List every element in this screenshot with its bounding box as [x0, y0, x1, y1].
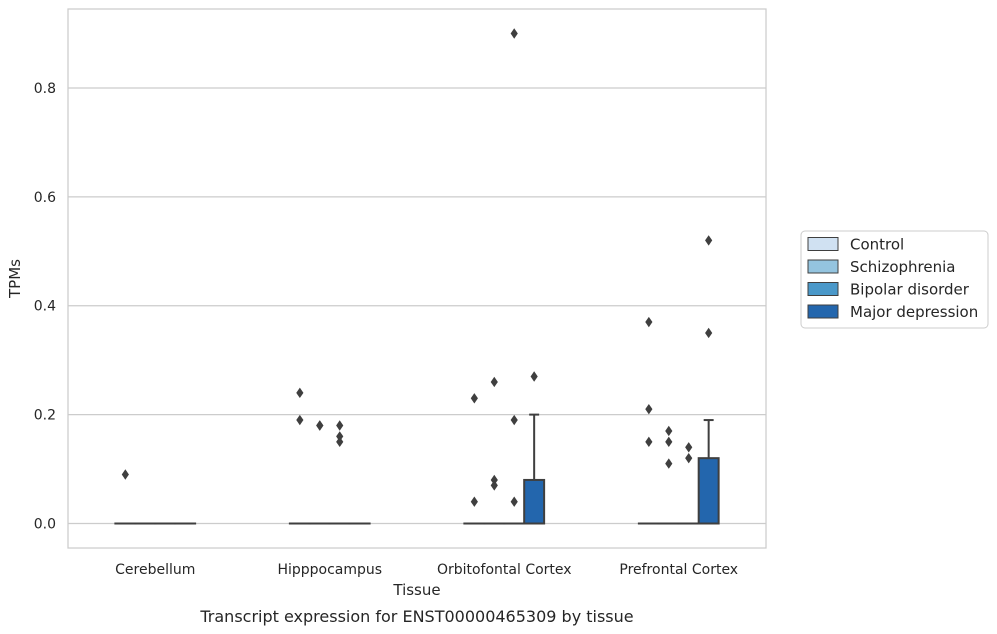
- outlier-point: [510, 28, 518, 39]
- outlier-point: [705, 327, 713, 339]
- outlier-point: [316, 420, 324, 431]
- outlier-point: [510, 414, 518, 426]
- outlier-point: [121, 469, 129, 480]
- y-axis-ticks: 0.0 0.2 0.4 0.6 0.8: [34, 81, 56, 533]
- legend-label: Bipolar disorder: [850, 281, 970, 299]
- outlier-point: [336, 436, 344, 448]
- outlier-point: [336, 420, 344, 431]
- outlier-point: [490, 376, 498, 388]
- outlier-point: [470, 393, 478, 404]
- box-major-depression: [523, 413, 546, 525]
- outlier-point: [645, 436, 653, 448]
- outlier-point: [296, 387, 304, 399]
- outliers: [121, 28, 713, 507]
- box-body: [523, 478, 546, 525]
- outlier-point: [665, 436, 673, 448]
- outlier-point: [685, 452, 693, 464]
- box-body: [697, 457, 720, 525]
- y-tick-label: 0.6: [34, 190, 56, 206]
- chart-caption: Transcript expression for ENST0000046530…: [199, 607, 633, 626]
- outlier-point: [665, 458, 673, 469]
- x-axis-ticks: Cerebellum Hipppocampus Orbitofontal Corte…: [115, 562, 738, 578]
- legend-swatch: [807, 237, 839, 251]
- x-tick-label: Prefrontal Cortex: [619, 562, 738, 578]
- outlier-point: [665, 425, 673, 437]
- plot-area: [67, 8, 767, 549]
- outlier-point: [705, 235, 713, 246]
- x-tick-label: Orbitofontal Cortex: [437, 562, 572, 578]
- legend-swatch: [807, 282, 839, 296]
- y-tick-label: 0.0: [34, 517, 56, 533]
- y-axis-label: TPMs: [6, 259, 24, 299]
- legend-swatch: [807, 259, 839, 274]
- boxes: [114, 413, 720, 525]
- outlier-point: [296, 414, 304, 426]
- x-axis-label: Tissue: [392, 581, 440, 599]
- y-tick-label: 0.8: [34, 81, 56, 97]
- legend-label: Major depression: [850, 303, 978, 321]
- legend-label: Control: [850, 236, 904, 254]
- outlier-point: [470, 496, 478, 507]
- y-tick-label: 0.4: [34, 299, 56, 315]
- legend-swatch: [807, 304, 839, 319]
- outlier-point: [530, 371, 538, 382]
- legend-frame: [800, 230, 989, 329]
- legend: Control Schizophrenia Bipolar disorder Majo…: [800, 230, 989, 329]
- legend-label: Schizophrenia: [850, 258, 955, 276]
- outlier-point: [685, 442, 693, 453]
- outlier-point: [645, 316, 653, 328]
- outlier-point: [645, 403, 653, 415]
- outlier-point: [336, 431, 344, 442]
- box-major-depression: [697, 419, 720, 525]
- y-tick-label: 0.2: [34, 408, 56, 424]
- outlier-point: [490, 474, 498, 486]
- x-tick-label: Hipppocampus: [277, 562, 382, 578]
- outlier-point: [510, 496, 518, 507]
- outlier-point: [490, 480, 498, 491]
- x-tick-label: Cerebellum: [115, 562, 195, 578]
